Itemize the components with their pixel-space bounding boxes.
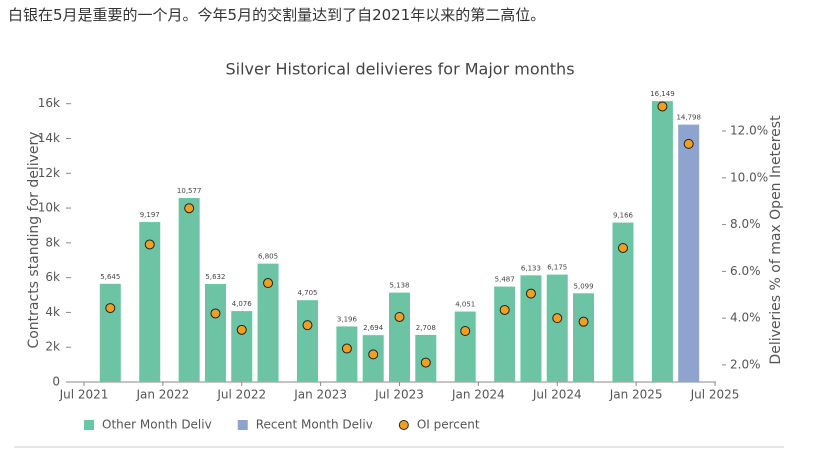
oi-point [144,239,155,250]
value-label: 2,694 [363,324,384,332]
legend-marker [84,420,94,430]
value-label: 5,487 [495,276,515,284]
bar [99,283,121,382]
bar [336,326,358,382]
value-label: 9,197 [140,211,160,219]
bar [296,300,318,382]
oi-point [210,308,221,319]
value-label: 9,166 [613,212,634,220]
x-tick-label: Jan 2025 [609,388,663,402]
legend-label: Other Month Deliv [102,418,212,432]
value-label: 5,645 [100,273,120,281]
legend-label: Recent Month Deliv [256,418,373,432]
value-label: 4,705 [297,289,317,297]
bar [678,124,700,382]
y-tick-label: 2k [45,340,60,354]
y-tick-label: 14k [38,131,60,145]
value-label: 5,099 [574,282,594,290]
bar [651,101,673,382]
bar [257,263,279,382]
oi-point [263,278,274,289]
value-label: 2,708 [416,324,436,332]
y-tick-label: 8k [45,235,60,249]
x-tick-label: Jul 2022 [216,388,266,402]
oi-point [657,101,668,112]
bar [494,286,516,382]
oi-point [420,357,431,368]
bar [178,198,200,382]
value-label: 4,051 [455,301,475,309]
value-label: 6,175 [547,264,567,272]
y2-tick-label: 10.0% [730,170,768,184]
value-label: 5,632 [205,273,225,281]
oi-point [184,203,195,214]
y2-tick-label: 4.0% [730,311,761,325]
y-tick-label: 10k [38,201,60,215]
bar [573,293,595,382]
x-tick-label: Jul 2021 [59,388,109,402]
oi-point [368,349,379,360]
y2-tick-label: 8.0% [730,217,761,231]
bar [520,275,542,382]
oi-point [302,320,313,331]
oi-point [525,288,536,299]
bar [139,222,161,382]
chart-title: Silver Historical delivieres for Major m… [225,60,574,79]
oi-point [578,316,589,327]
y-axis-title: Contracts standing for delivery [26,131,42,348]
y-tick-label: 16k [38,96,60,110]
oi-point [460,326,471,337]
y-tick-label: 6k [45,270,60,284]
x-tick-label: Jul 2023 [374,388,424,402]
y-tick-label: 4k [45,305,60,319]
x-tick-label: Jan 2023 [293,388,347,402]
x-tick-label: Jan 2024 [451,388,505,402]
bar [454,311,476,382]
y-tick-label: 12k [38,166,60,180]
value-label: 10,577 [177,187,202,195]
value-label: 3,196 [337,315,358,323]
bar [612,222,634,382]
header-text: 白银在5月是重要的一个月。今年5月的交割量达到了自2021年以来的第二高位。 [8,6,546,24]
bar [546,274,568,382]
y2-tick-label: 2.0% [730,357,761,371]
legend-label: OI percent [417,418,480,432]
oi-point [617,242,628,253]
bar [389,292,410,382]
legend-marker [398,420,409,430]
bar [204,284,226,382]
bar [231,311,253,382]
y2-axis-title: Deliveries % of max Open Ineterest [768,115,784,365]
oi-point [105,303,116,314]
value-label: 6,133 [521,264,541,272]
oi-point [394,311,405,322]
oi-point [499,304,510,315]
y2-tick-label: 12.0% [730,124,768,138]
legend-marker [237,420,248,430]
y-tick-label: 0 [52,375,60,389]
value-label: 4,076 [232,300,253,308]
x-tick-label: Jul 2024 [532,388,582,402]
value-label: 16,149 [650,90,675,98]
value-label: 14,798 [676,114,701,122]
oi-point [683,138,694,149]
value-label: 6,805 [258,253,278,261]
y2-tick-label: 6.0% [730,264,761,278]
oi-point [552,313,563,324]
oi-point [341,343,352,354]
oi-point [236,324,247,335]
value-label: 5,138 [389,282,409,290]
x-tick-label: Jul 2025 [690,388,740,402]
x-tick-label: Jan 2022 [135,388,189,402]
